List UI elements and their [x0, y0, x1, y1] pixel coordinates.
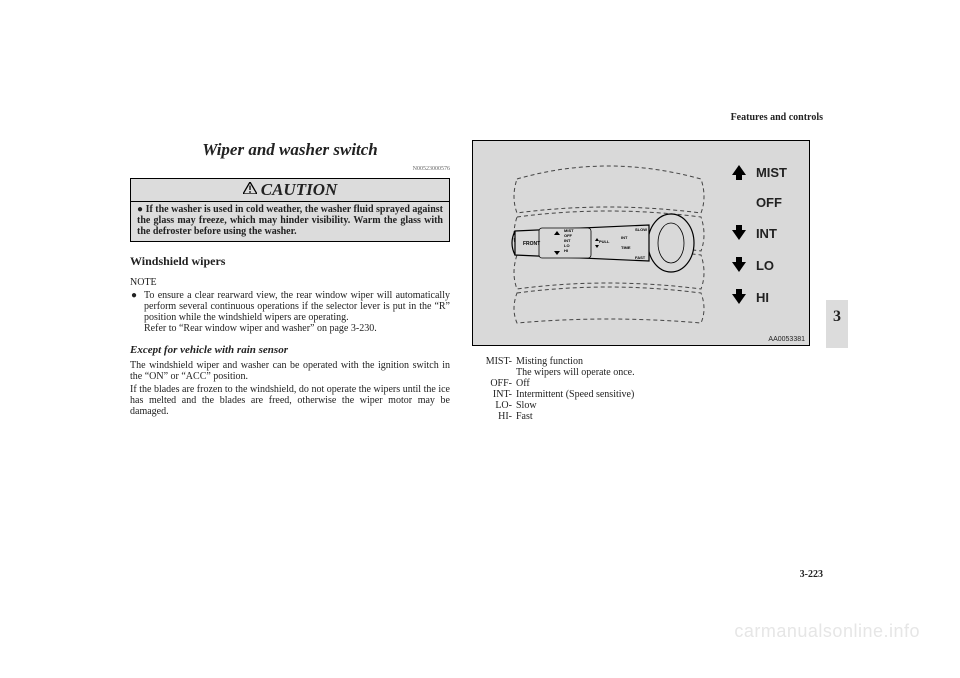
chapter-number: 3	[828, 308, 846, 326]
definitions-table: MIST- Misting function The wipers will o…	[472, 356, 812, 422]
wiper-switch-figure: FRONT MIST OFF INT LO HI PULL INT TIME S…	[472, 140, 810, 346]
def-key: HI-	[472, 411, 516, 422]
def-value: Misting function The wipers will operate…	[516, 356, 812, 378]
stalk-time-label: TIME	[621, 245, 631, 250]
figure-position-labels: MIST OFF INT LO	[730, 163, 787, 306]
wiper-stalk-icon: FRONT MIST OFF INT LO HI PULL INT TIME S…	[509, 203, 699, 283]
caution-header: CAUTION	[131, 179, 449, 202]
stalk-pos-label: HI	[564, 248, 568, 253]
paragraph: The windshield wiper and washer can be o…	[130, 360, 450, 382]
caution-box: CAUTION If the washer is used in cold we…	[130, 178, 450, 242]
table-row: OFF- Off	[472, 378, 812, 389]
note-text: To ensure a clear rearward view, the rea…	[144, 290, 450, 323]
caution-text: If the washer is used in cold weather, t…	[137, 204, 443, 237]
figure-id: AA0053381	[768, 336, 805, 343]
label-row: INT	[730, 224, 787, 242]
stalk-pull-label: PULL	[599, 239, 610, 244]
note-label: NOTE	[130, 277, 450, 288]
table-row: LO- Slow	[472, 400, 812, 411]
note-item: To ensure a clear rearward view, the rea…	[142, 290, 450, 334]
arrow-down-icon	[730, 288, 748, 306]
note-list: To ensure a clear rearward view, the rea…	[142, 290, 450, 334]
stalk-int-label: INT	[621, 235, 628, 240]
stalk-front-label: FRONT	[523, 241, 540, 247]
def-key: MIST-	[472, 356, 516, 378]
label-row: LO	[730, 256, 787, 274]
note-reference: Refer to “Rear window wiper and washer” …	[144, 323, 377, 334]
label-row: MIST	[730, 163, 787, 181]
paragraph: If the blades are frozen to the windshie…	[130, 384, 450, 417]
position-label: LO	[756, 258, 774, 273]
warning-icon	[243, 182, 257, 198]
arrow-down-icon	[730, 256, 748, 274]
arrow-down-icon	[730, 224, 748, 242]
sub-heading: Except for vehicle with rain sensor	[130, 344, 450, 356]
def-key: INT-	[472, 389, 516, 400]
left-column: Wiper and washer switch N00523000576 CAU…	[130, 140, 450, 422]
def-value: Off	[516, 378, 812, 389]
stalk-fast-label: FAST	[635, 255, 646, 260]
position-label: MIST	[756, 165, 787, 180]
running-header: Features and controls	[731, 112, 823, 123]
page-number: 3-223	[800, 569, 823, 580]
doc-number: N00523000576	[130, 166, 450, 172]
watermark: carmanualsonline.info	[734, 621, 920, 642]
def-key: LO-	[472, 400, 516, 411]
table-row: INT- Intermittent (Speed sensitive)	[472, 389, 812, 400]
def-key: OFF-	[472, 378, 516, 389]
position-label: OFF	[756, 195, 782, 210]
right-column: FRONT MIST OFF INT LO HI PULL INT TIME S…	[472, 140, 812, 422]
table-row: HI- Fast	[472, 411, 812, 422]
section-title: Wiper and washer switch	[130, 140, 450, 160]
caution-title: CAUTION	[261, 180, 338, 200]
arrow-up-icon	[730, 163, 748, 181]
def-value: Fast	[516, 411, 812, 422]
label-row: OFF	[730, 195, 787, 210]
position-label: HI	[756, 290, 769, 305]
def-value: Slow	[516, 400, 812, 411]
label-row: HI	[730, 288, 787, 306]
page-content: Features and controls 3 Wiper and washer…	[130, 112, 825, 552]
table-row: MIST- Misting function The wipers will o…	[472, 356, 812, 378]
stalk-slow-label: SLOW	[635, 227, 647, 232]
def-value: Intermittent (Speed sensitive)	[516, 389, 812, 400]
caution-body: If the washer is used in cold weather, t…	[131, 202, 449, 241]
subsection-heading: Windshield wipers	[130, 254, 450, 269]
position-label: INT	[756, 226, 777, 241]
two-column-layout: Wiper and washer switch N00523000576 CAU…	[130, 140, 825, 422]
